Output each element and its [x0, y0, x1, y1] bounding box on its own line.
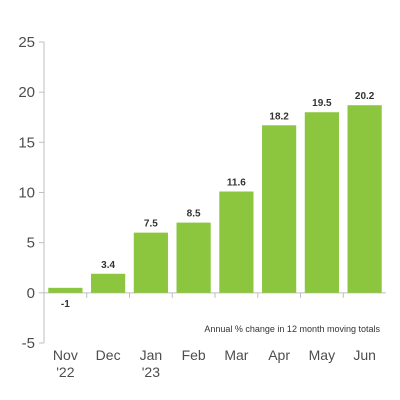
data-label: 19.5: [312, 98, 332, 109]
data-label: 18.2: [269, 111, 289, 122]
data-labels: -1 3.4 7.5 8.5 11.6 18.2 19.5 20.2: [61, 91, 375, 310]
y-tick-label: -5: [22, 335, 35, 352]
data-label: -1: [61, 299, 70, 310]
bar: [219, 191, 254, 293]
x-tick-label: Mar: [224, 347, 248, 363]
y-tick-label: 0: [27, 285, 35, 302]
bar: [48, 287, 83, 293]
data-label: 8.5: [187, 209, 201, 220]
y-tick-label: 15: [18, 134, 35, 151]
x-tick-label: '23: [142, 364, 160, 380]
y-ticks: 25 20 15 10 5 0 -5: [18, 34, 44, 352]
data-label: 7.5: [144, 219, 158, 230]
data-label: 20.2: [355, 91, 375, 102]
bar: [347, 105, 382, 293]
bar: [304, 112, 339, 293]
x-tick-label: '22: [56, 364, 74, 380]
y-tick-label: 5: [27, 235, 35, 252]
bar: [176, 222, 211, 293]
x-tick-label: Nov: [53, 347, 78, 363]
x-tick-label: Jan: [140, 347, 163, 363]
bar: [91, 273, 126, 293]
x-tick-label: Apr: [268, 347, 290, 363]
x-ticks: Nov'22 Dec Jan'23 Feb Mar Apr May Jun: [53, 292, 376, 380]
bar: [262, 125, 297, 293]
y-tick-label: 20: [18, 84, 35, 101]
y-tick-label: 10: [18, 185, 35, 202]
x-tick-label: May: [309, 347, 335, 363]
x-tick-label: Feb: [182, 347, 206, 363]
bar: [133, 232, 168, 293]
data-label: 3.4: [101, 260, 115, 271]
x-tick-label: Dec: [96, 347, 121, 363]
data-label: 11.6: [227, 177, 246, 188]
chart-annotation: Annual % change in 12 month moving total…: [204, 324, 380, 334]
y-tick-label: 25: [18, 34, 35, 51]
bars: [48, 105, 382, 293]
x-tick-label: Jun: [353, 347, 376, 363]
